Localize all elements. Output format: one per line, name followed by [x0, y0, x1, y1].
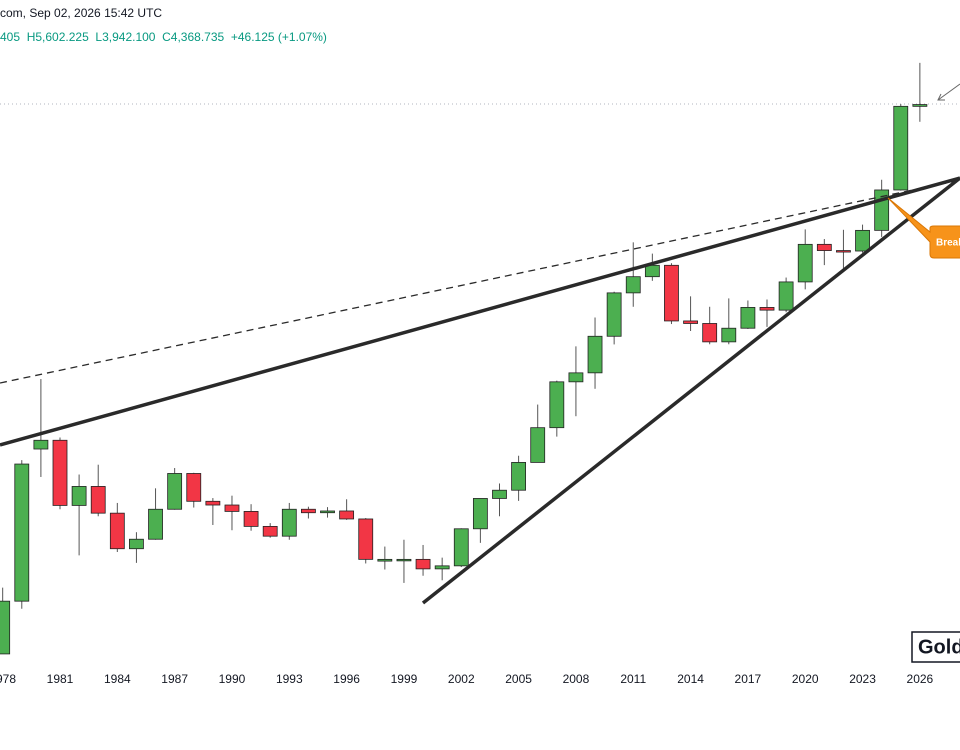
candle-body — [549, 381, 565, 429]
candle-body — [453, 528, 469, 567]
x-tick-label: 2023 — [849, 672, 876, 686]
header-ohlc: 405 H5,602.225 L3,942.100 C4,368.735 +46… — [0, 30, 327, 44]
candle-body — [664, 264, 679, 322]
candle-body — [71, 486, 87, 506]
candle-body — [740, 307, 756, 329]
candle-body — [511, 462, 526, 491]
candle-body — [396, 558, 412, 562]
trend-line — [0, 176, 960, 447]
candle-body — [377, 558, 393, 562]
x-tick-label: 1999 — [391, 672, 418, 686]
candle-body — [243, 511, 259, 527]
x-tick-label: 1978 — [0, 672, 16, 686]
candle-body — [320, 510, 335, 514]
candle-body — [644, 264, 660, 278]
x-tick-label: 1996 — [333, 672, 360, 686]
arrow-head — [937, 93, 945, 101]
candle-body — [90, 486, 106, 514]
candles — [0, 62, 928, 655]
candle-body — [434, 565, 450, 570]
x-tick-label: 2011 — [620, 672, 646, 686]
candle-body — [625, 276, 641, 294]
x-tick-label: 1987 — [161, 672, 188, 686]
candle-body — [148, 508, 163, 540]
candle-body — [797, 243, 813, 283]
watermark: Gold — [918, 636, 960, 658]
candle-body — [224, 504, 240, 512]
callout-text: Break — [936, 238, 960, 249]
x-tick-label: 1984 — [104, 672, 131, 686]
x-tick-label: 2005 — [505, 672, 532, 686]
support-line — [421, 176, 960, 605]
candle-body — [0, 600, 11, 655]
candle-body — [702, 323, 718, 343]
candle-body — [568, 372, 584, 383]
candle-body — [301, 508, 316, 514]
candle-body — [893, 105, 909, 191]
candle-body — [778, 281, 794, 311]
x-tick-label: 2017 — [735, 672, 762, 686]
candle-body — [109, 512, 125, 550]
candle-body — [205, 500, 221, 506]
x-tick-label: 1993 — [276, 672, 303, 686]
candle-body — [587, 335, 603, 374]
candle-body — [492, 489, 507, 499]
candle-body — [721, 327, 737, 343]
candle-body — [530, 427, 546, 463]
x-tick-label: 2014 — [677, 672, 704, 686]
x-tick-label: 2002 — [448, 672, 475, 686]
candle-body — [472, 498, 488, 530]
candle-body — [33, 439, 49, 450]
candle-body — [606, 292, 622, 337]
x-tick-label: 1981 — [47, 672, 74, 686]
x-tick-label: 2008 — [563, 672, 590, 686]
x-tick-label: 2020 — [792, 672, 819, 686]
watermark-box — [911, 631, 960, 663]
x-tick-label: 1990 — [219, 672, 246, 686]
candle-body — [186, 473, 202, 502]
candle-body — [262, 525, 278, 537]
candle-body — [855, 229, 870, 252]
candle-body — [14, 463, 30, 602]
header-title: com, Sep 02, 2026 15:42 UTC — [0, 6, 162, 20]
arrow — [937, 83, 960, 101]
candle-body — [912, 104, 928, 107]
candle-body — [358, 518, 374, 560]
candle-body — [129, 538, 144, 550]
candle-body — [281, 508, 297, 537]
candle-body — [759, 307, 775, 311]
dashed-trend-line — [0, 179, 960, 384]
callout — [887, 197, 960, 259]
x-tick-label: 2026 — [907, 672, 934, 686]
candle-body — [836, 250, 851, 253]
candle-body — [167, 473, 183, 510]
candle-body — [816, 243, 832, 251]
candle-body — [339, 510, 355, 520]
candle-body — [415, 558, 431, 570]
candle-body — [683, 320, 698, 324]
candle-body — [52, 439, 68, 506]
